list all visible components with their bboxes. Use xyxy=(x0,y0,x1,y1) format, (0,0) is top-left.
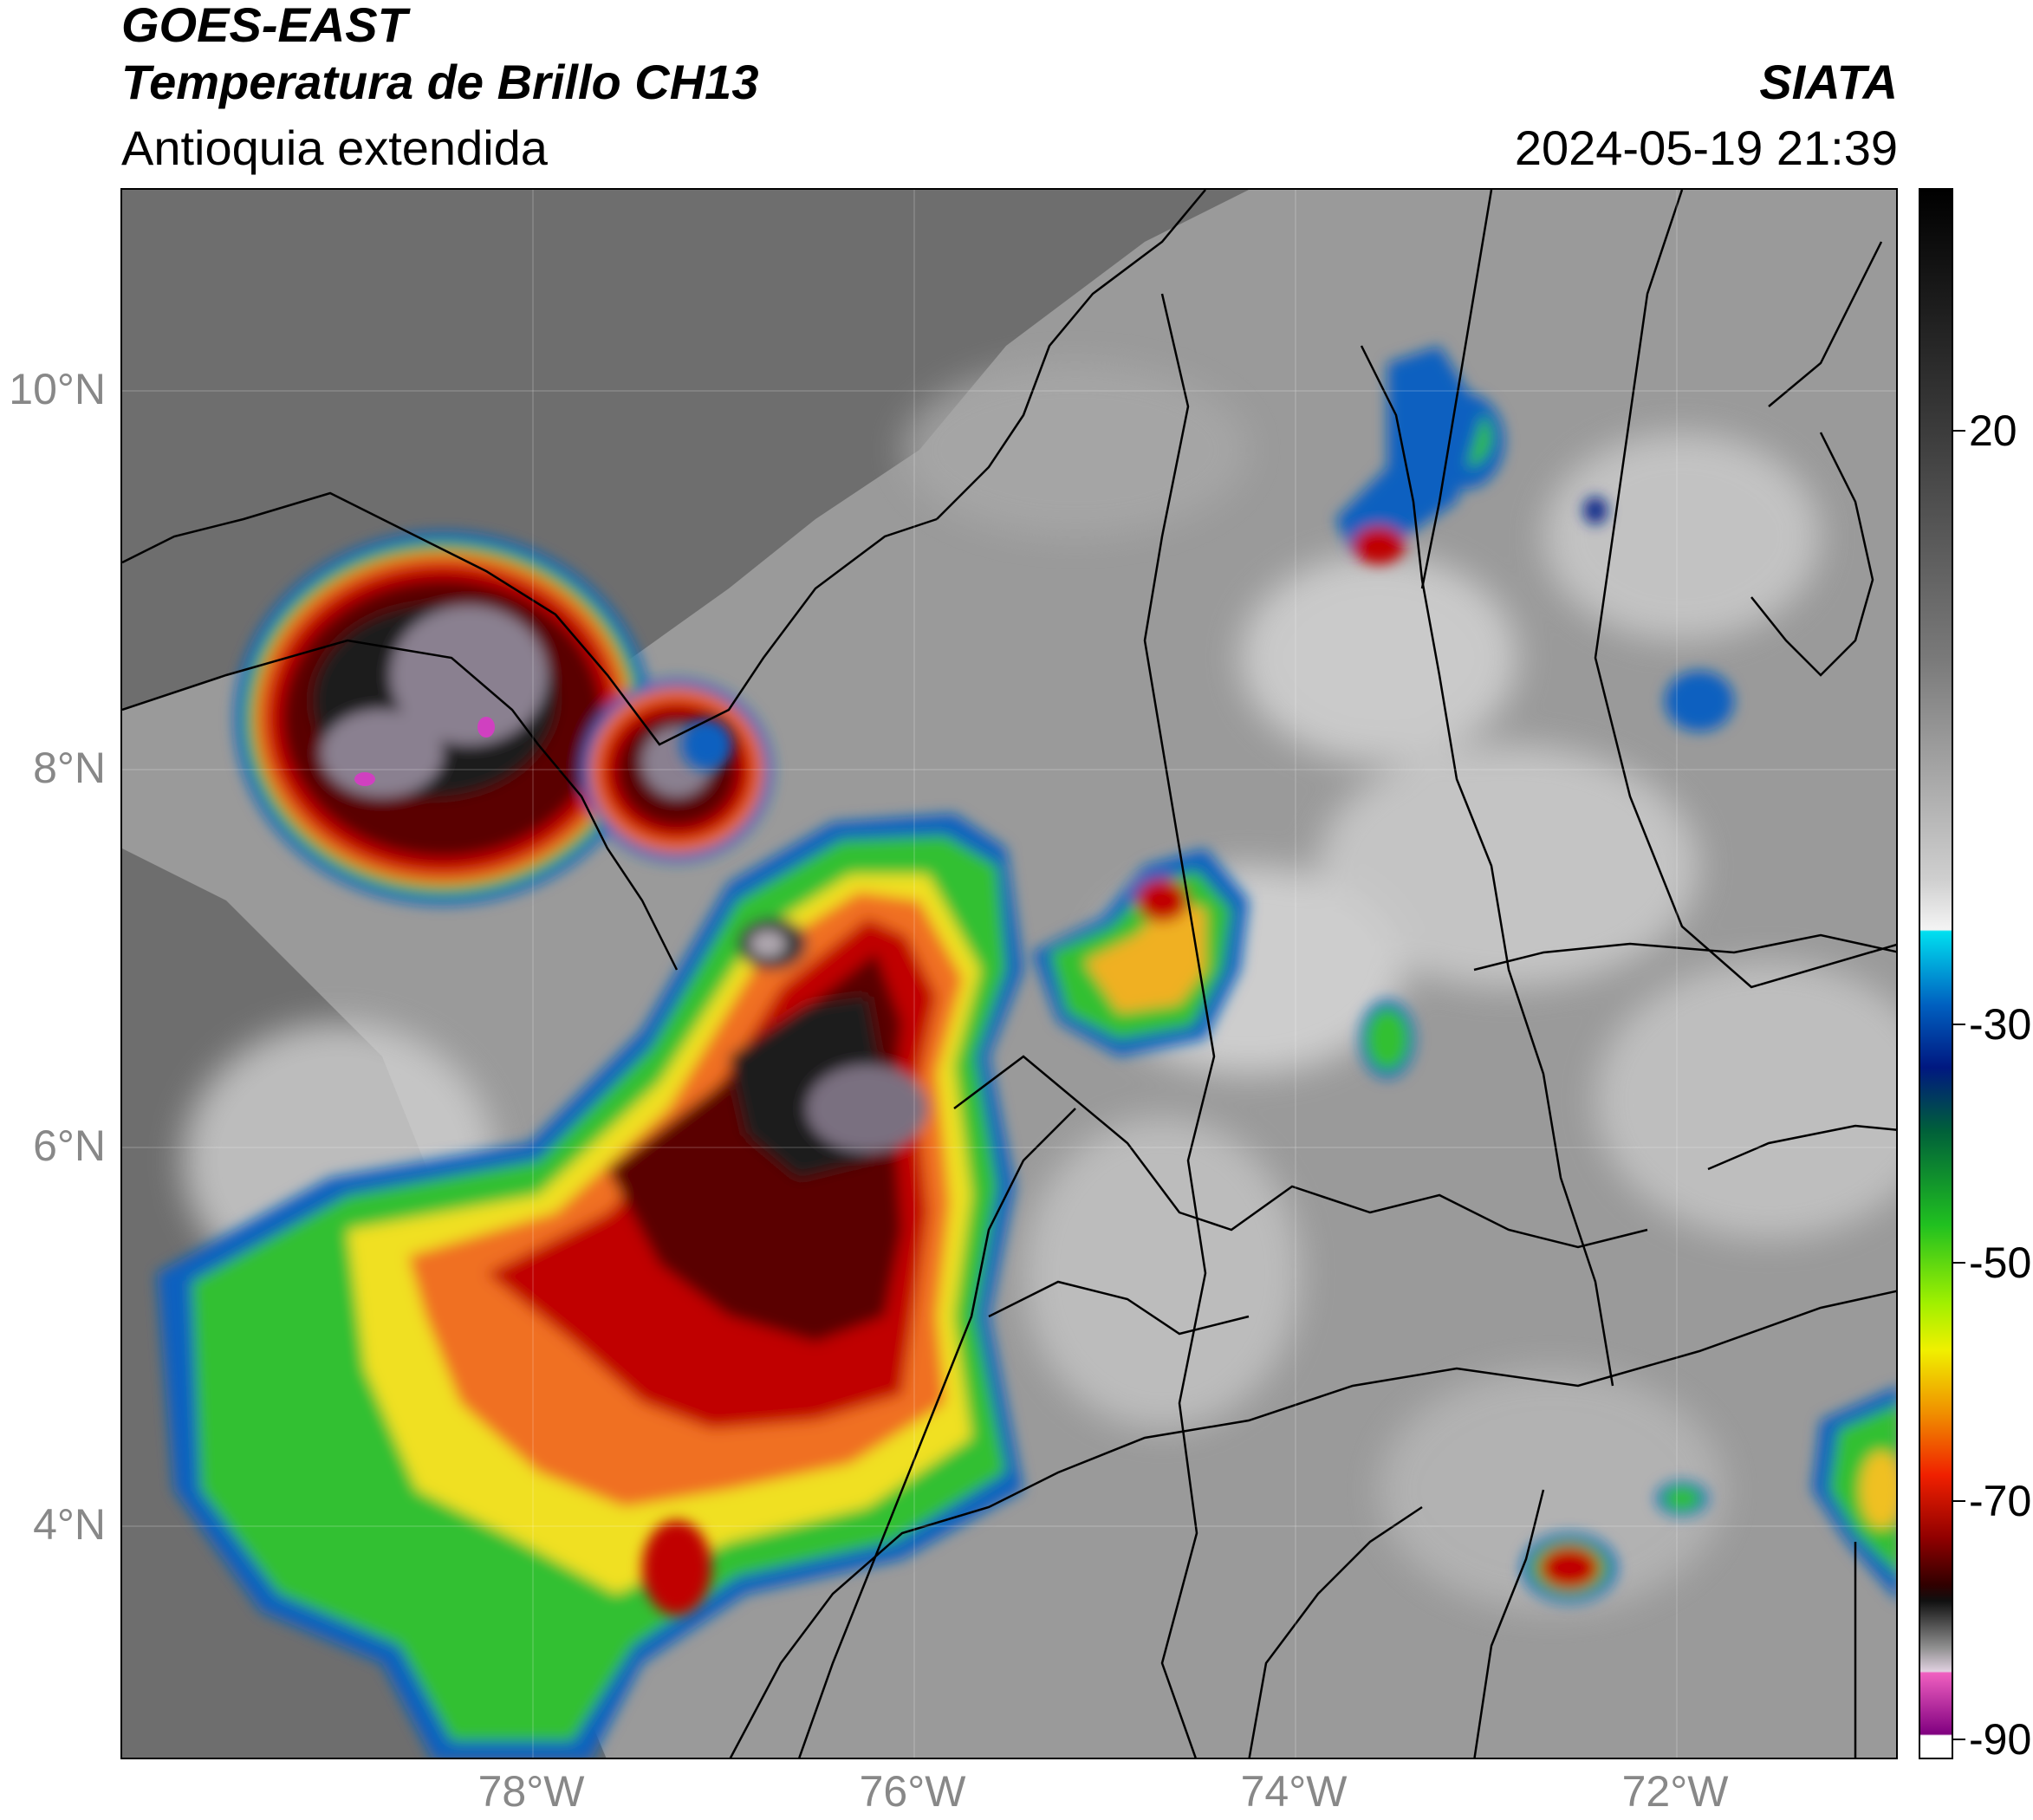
lat-label-4n: 4°N xyxy=(33,1500,106,1549)
lon-label-72w: 72°W xyxy=(1621,1767,1729,1816)
satellite-map[interactable] xyxy=(120,188,1898,1759)
map-image xyxy=(122,190,1896,1758)
colorbar-label-20: 20 xyxy=(1969,406,2017,455)
lon-label-76w: 76°W xyxy=(859,1767,966,1816)
lat-label-6n: 6°N xyxy=(33,1121,106,1170)
lat-label-8n: 8°N xyxy=(33,744,106,792)
satellite-title: GOES-EAST xyxy=(121,0,407,52)
lon-label-78w: 78°W xyxy=(477,1767,585,1816)
timestamp-label: 2024-05-19 21:39 xyxy=(1514,120,1898,175)
colorbar-gradient xyxy=(1920,190,1952,1758)
product-title: Temperatura de Brillo CH13 xyxy=(121,55,759,109)
colorbar-tick xyxy=(1953,1262,1965,1264)
colorbar-tick xyxy=(1953,1500,1965,1502)
colorbar-label-minus70: -70 xyxy=(1969,1477,2032,1525)
colorbar-tick xyxy=(1953,1024,1965,1025)
colorbar-tick xyxy=(1953,430,1965,432)
region-subtitle: Antioquia extendida xyxy=(121,120,548,175)
colorbar xyxy=(1919,188,1953,1759)
colorbar-label-minus50: -50 xyxy=(1969,1238,2032,1287)
colorbar-label-minus90: -90 xyxy=(1969,1715,2032,1764)
agency-label: SIATA xyxy=(1759,55,1898,109)
cold-top-spot xyxy=(477,717,495,738)
lat-label-10n: 10°N xyxy=(9,365,106,413)
colorbar-label-minus30: -30 xyxy=(1969,1000,2032,1049)
lon-label-74w: 74°W xyxy=(1240,1767,1348,1816)
cold-top-spot xyxy=(354,772,375,786)
colorbar-tick xyxy=(1953,1739,1965,1740)
